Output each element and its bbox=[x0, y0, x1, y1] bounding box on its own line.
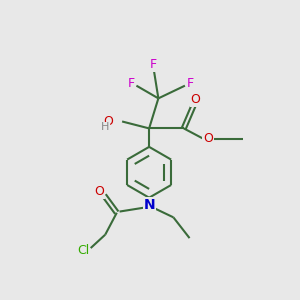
Text: O: O bbox=[190, 93, 200, 106]
Text: F: F bbox=[128, 77, 135, 90]
Text: O: O bbox=[203, 132, 213, 145]
Text: H: H bbox=[101, 122, 110, 132]
Text: O: O bbox=[103, 115, 113, 128]
Text: N: N bbox=[143, 198, 155, 212]
Text: Cl: Cl bbox=[77, 244, 89, 257]
Text: O: O bbox=[94, 185, 104, 198]
Text: F: F bbox=[187, 77, 194, 90]
Text: F: F bbox=[150, 58, 157, 71]
